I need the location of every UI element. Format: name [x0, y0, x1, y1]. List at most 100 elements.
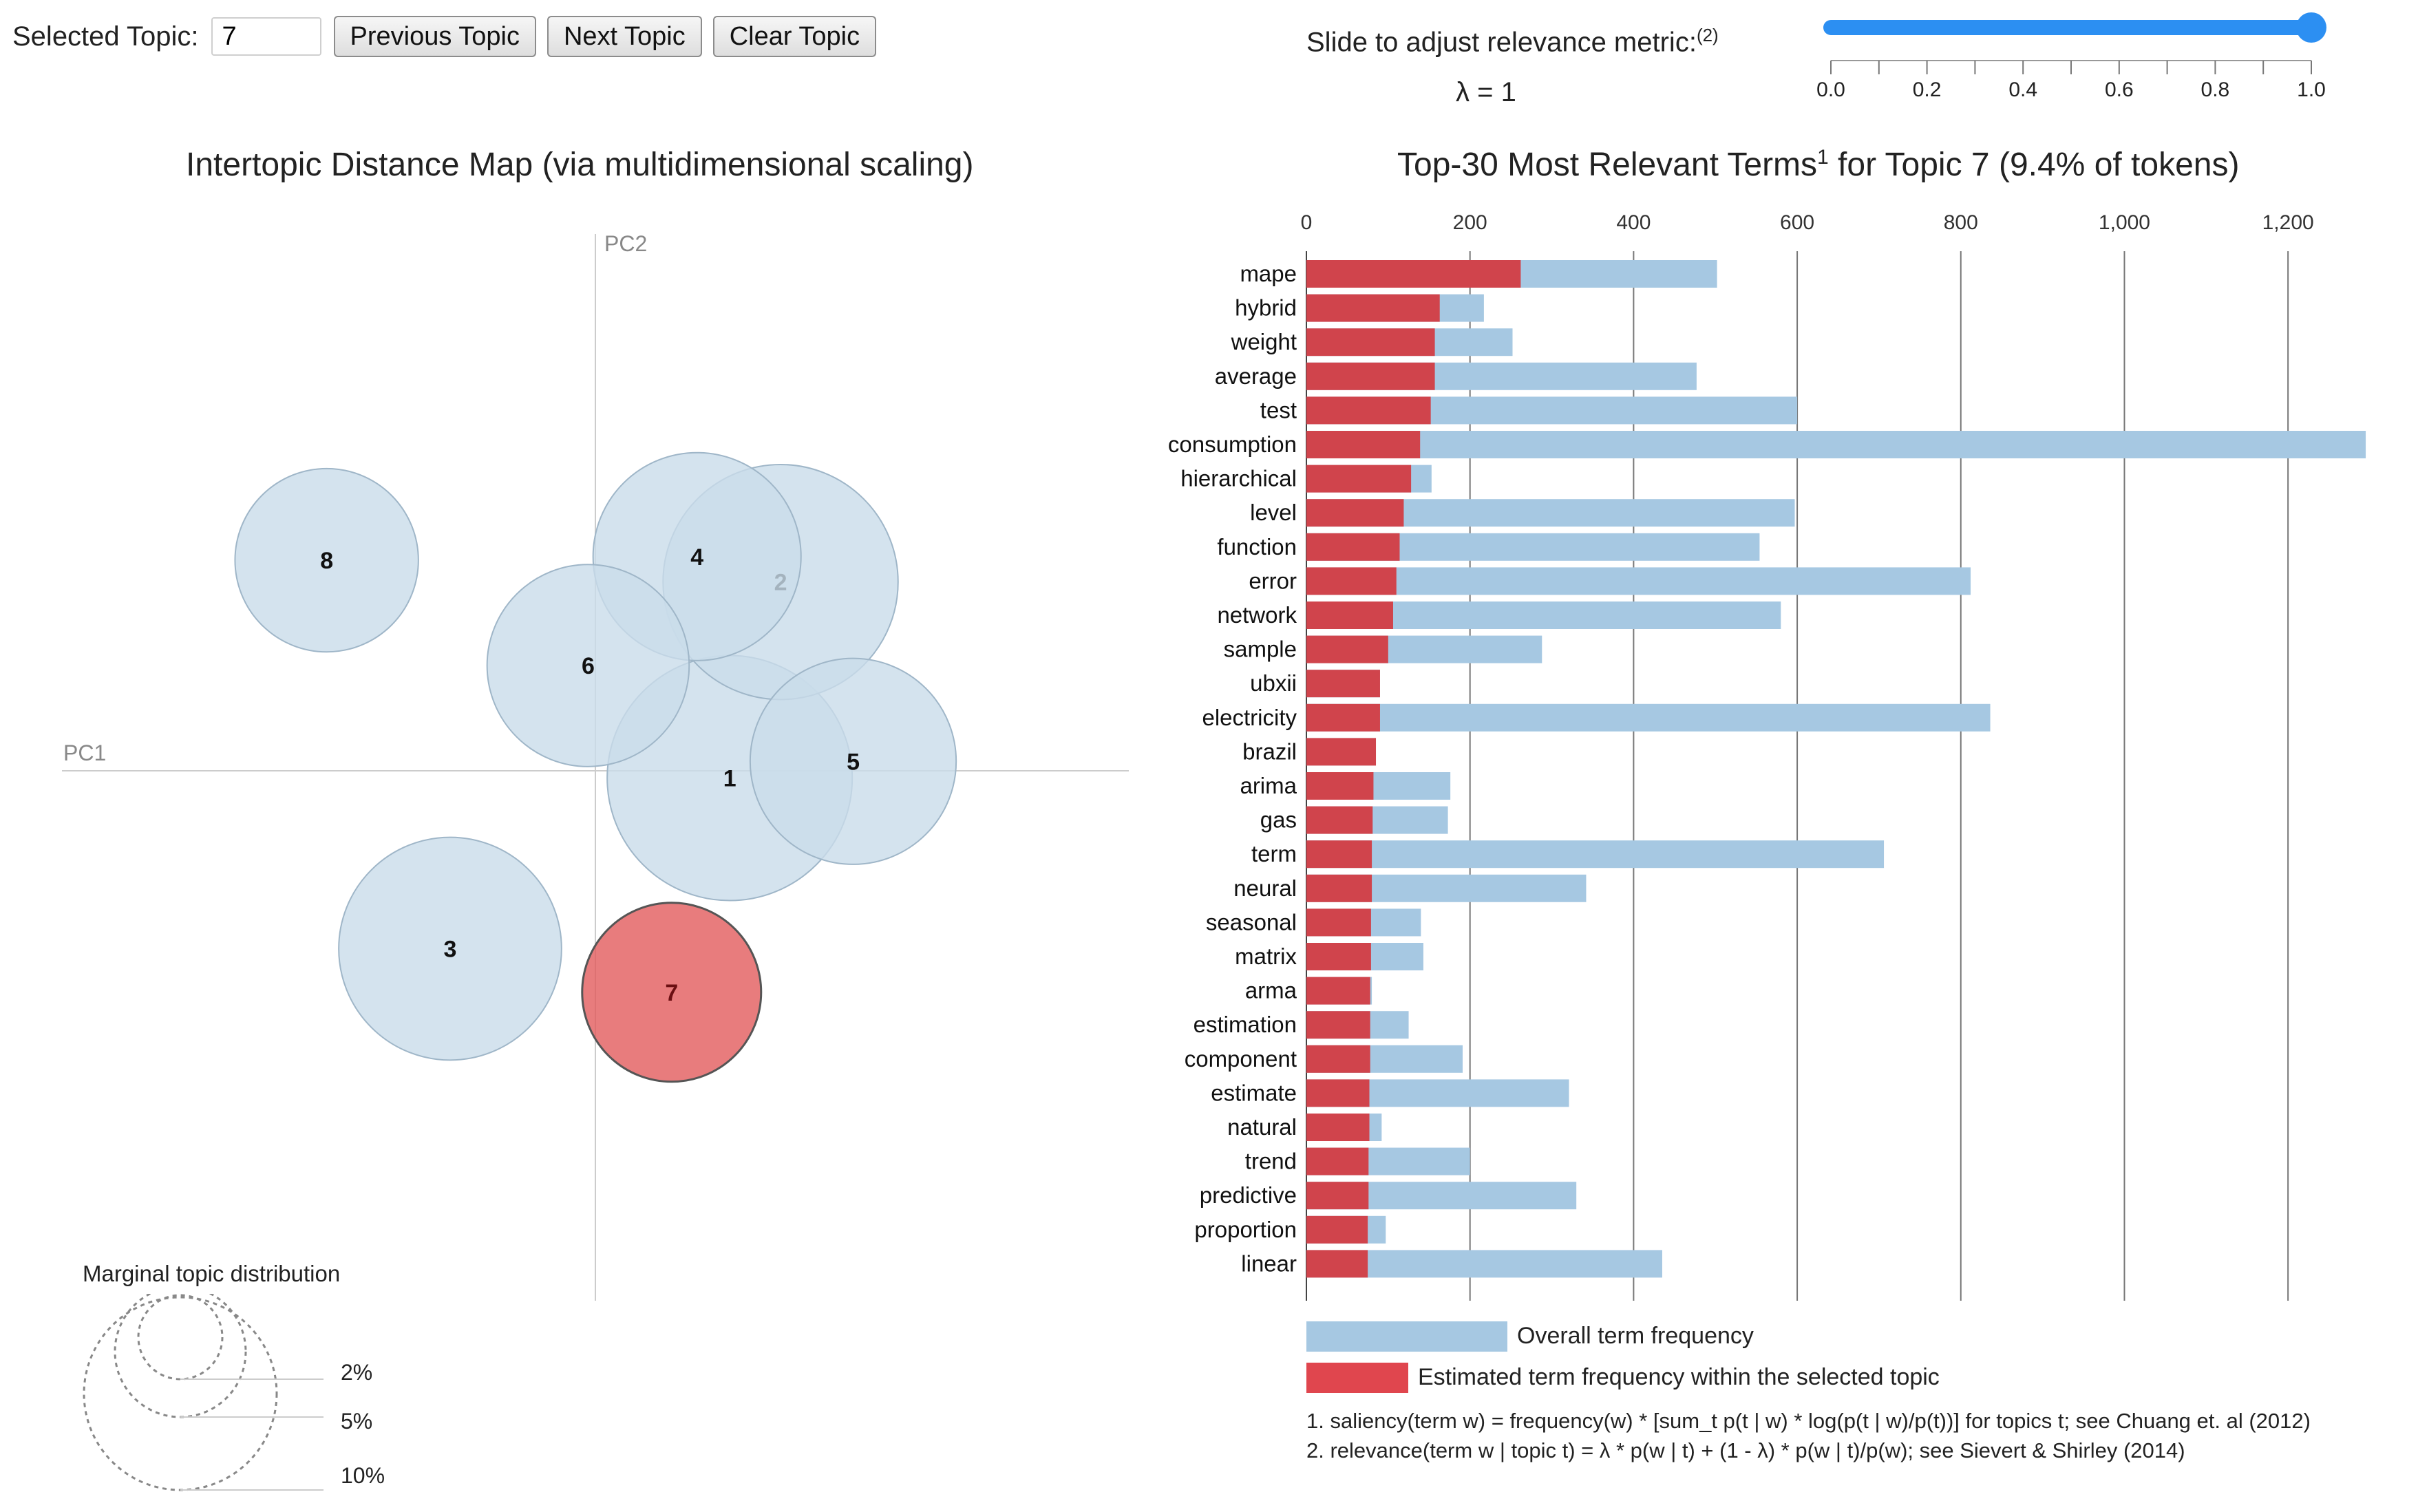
topic-frequency-bar-arima[interactable] [1306, 772, 1374, 800]
term-label-trend[interactable]: trend [1245, 1149, 1297, 1174]
topic-frequency-bar-term[interactable] [1306, 840, 1372, 869]
legend-overall-swatch [1306, 1321, 1507, 1352]
bar-x-tick-label: 600 [1780, 211, 1814, 234]
legend-overall-label: Overall term frequency [1517, 1323, 1754, 1349]
relevance-slider-label: Slide to adjust relevance metric:(2) [1306, 25, 1719, 58]
topic-circle-6[interactable] [486, 564, 690, 767]
marginal-label-5pct: 5% [341, 1409, 372, 1434]
overall-frequency-bar-electricity[interactable] [1306, 703, 1991, 732]
topic-frequency-bar-level[interactable] [1306, 499, 1404, 527]
term-label-brazil[interactable]: brazil [1242, 738, 1297, 764]
marginal-distribution-legend: 2% 5% 10% [83, 1294, 385, 1491]
topic-frequency-bar-estimate[interactable] [1306, 1079, 1370, 1107]
topic-label-6: 6 [582, 653, 595, 679]
slider-handle[interactable] [2296, 12, 2326, 43]
term-label-component[interactable]: component [1185, 1046, 1297, 1072]
topic-frequency-bar-natural[interactable] [1306, 1114, 1370, 1141]
term-label-arima[interactable]: arima [1240, 773, 1297, 798]
term-label-proportion[interactable]: proportion [1194, 1217, 1297, 1242]
term-label-hierarchical[interactable]: hierarchical [1180, 466, 1297, 491]
topic-frequency-bar-consumption[interactable] [1306, 431, 1421, 458]
relevant-terms-bar-chart: 0 200 400 600 800 1,000 1,200 mape hybrid weight… [1168, 211, 2366, 1301]
bar-chart-term-labels: mape hybrid weight average test consumption hi… [1168, 261, 1297, 1276]
topic-frequency-bar-network[interactable] [1306, 601, 1393, 629]
overall-frequency-bar-error[interactable] [1306, 567, 1971, 595]
term-label-electricity[interactable]: electricity [1202, 705, 1297, 730]
term-label-term[interactable]: term [1251, 841, 1297, 866]
relevance-slider-label-note: (2) [1696, 25, 1719, 45]
slider-tick-label: 1.0 [2297, 78, 2326, 101]
next-topic-button[interactable]: Next Topic [547, 16, 702, 57]
topic-frequency-bar-hybrid[interactable] [1306, 294, 1440, 322]
topic-circle-7[interactable] [581, 902, 763, 1083]
term-label-arma[interactable]: arma [1245, 978, 1297, 1003]
topic-frequency-bar-mape[interactable] [1306, 260, 1521, 288]
footnote-relevance: 2. relevance(term w | topic t) = λ * p(w… [1306, 1438, 2185, 1462]
topic-frequency-bar-estimation[interactable] [1306, 1011, 1370, 1039]
term-label-neural[interactable]: neural [1233, 875, 1297, 901]
topic-frequency-bar-neural[interactable] [1306, 874, 1372, 902]
relevance-slider-label-text: Slide to adjust relevance metric: [1306, 27, 1697, 58]
term-label-mape[interactable]: mape [1240, 261, 1297, 286]
term-label-weight[interactable]: weight [1231, 329, 1297, 354]
term-label-ubxii[interactable]: ubxii [1250, 670, 1297, 696]
term-label-level[interactable]: level [1250, 500, 1297, 525]
topic-frequency-bar-average[interactable] [1306, 362, 1435, 390]
bar-x-tick-label: 400 [1616, 211, 1651, 234]
overall-frequency-bar-consumption[interactable] [1306, 431, 2366, 458]
topic-controls: Selected Topic: Previous Topic Next Topi… [12, 12, 887, 61]
term-label-gas[interactable]: gas [1260, 807, 1297, 833]
topic-frequency-bar-component[interactable] [1306, 1045, 1370, 1073]
topic-frequency-bar-predictive[interactable] [1306, 1182, 1369, 1210]
topic-frequency-bar-matrix[interactable] [1306, 943, 1371, 970]
topic-label-3: 3 [444, 936, 457, 962]
topic-label-5: 5 [847, 749, 860, 775]
topic-circle-8[interactable] [234, 467, 419, 653]
bar-x-tick-label: 800 [1944, 211, 1978, 234]
term-label-test[interactable]: test [1260, 397, 1297, 423]
term-label-network[interactable]: network [1217, 602, 1297, 628]
topic-frequency-bar-sample[interactable] [1306, 635, 1388, 663]
topic-frequency-bar-arma[interactable] [1306, 977, 1370, 1005]
term-label-error[interactable]: error [1249, 568, 1297, 593]
term-label-estimation[interactable]: estimation [1194, 1012, 1297, 1037]
term-label-average[interactable]: average [1215, 363, 1297, 389]
bar-chart-bars [1306, 260, 2366, 1278]
topic-circle-3[interactable] [338, 836, 562, 1061]
term-label-matrix[interactable]: matrix [1235, 944, 1297, 969]
bar-x-tick-label: 1,000 [2099, 211, 2150, 234]
term-label-seasonal[interactable]: seasonal [1206, 909, 1297, 935]
term-label-estimate[interactable]: estimate [1211, 1080, 1297, 1105]
slider-tick-label: 0.0 [1816, 78, 1845, 101]
clear-topic-button[interactable]: Clear Topic [712, 16, 877, 57]
term-label-natural[interactable]: natural [1227, 1114, 1297, 1140]
slider-tick-label: 0.6 [2105, 78, 2134, 101]
term-label-linear[interactable]: linear [1241, 1250, 1297, 1276]
term-label-hybrid[interactable]: hybrid [1235, 295, 1297, 321]
term-label-predictive[interactable]: predictive [1200, 1182, 1297, 1208]
previous-topic-button[interactable]: Previous Topic [333, 16, 536, 57]
topic-frequency-bar-ubxii[interactable] [1306, 670, 1380, 698]
term-label-sample[interactable]: sample [1224, 637, 1297, 662]
term-label-consumption[interactable]: consumption [1168, 432, 1297, 457]
overall-frequency-bar-term[interactable] [1306, 840, 1885, 869]
slider-tick-label: 0.8 [2201, 78, 2230, 101]
topic-frequency-bar-proportion[interactable] [1306, 1215, 1368, 1244]
topic-frequency-bar-weight[interactable] [1306, 328, 1435, 356]
topic-frequency-bar-seasonal[interactable] [1306, 908, 1371, 937]
term-label-function[interactable]: function [1217, 534, 1297, 560]
topic-frequency-bar-error[interactable] [1306, 567, 1397, 595]
topic-frequency-bar-test[interactable] [1306, 396, 1431, 425]
topic-frequency-bar-hierarchical[interactable] [1306, 465, 1412, 493]
relevance-slider[interactable]: 0.0 0.2 0.4 0.6 0.8 1.0 [1803, 7, 2340, 110]
selected-topic-input[interactable] [211, 17, 321, 56]
topic-frequency-bar-function[interactable] [1306, 533, 1400, 561]
topic-frequency-bar-linear[interactable] [1306, 1250, 1368, 1278]
topic-frequency-bar-gas[interactable] [1306, 806, 1373, 834]
topic-circle-5[interactable] [749, 657, 957, 865]
relevant-terms-title-note: 1 [1817, 146, 1829, 169]
topic-frequency-bar-trend[interactable] [1306, 1147, 1369, 1175]
topic-label-8: 8 [320, 548, 333, 574]
topic-frequency-bar-brazil[interactable] [1306, 738, 1377, 766]
topic-frequency-bar-electricity[interactable] [1306, 703, 1380, 732]
